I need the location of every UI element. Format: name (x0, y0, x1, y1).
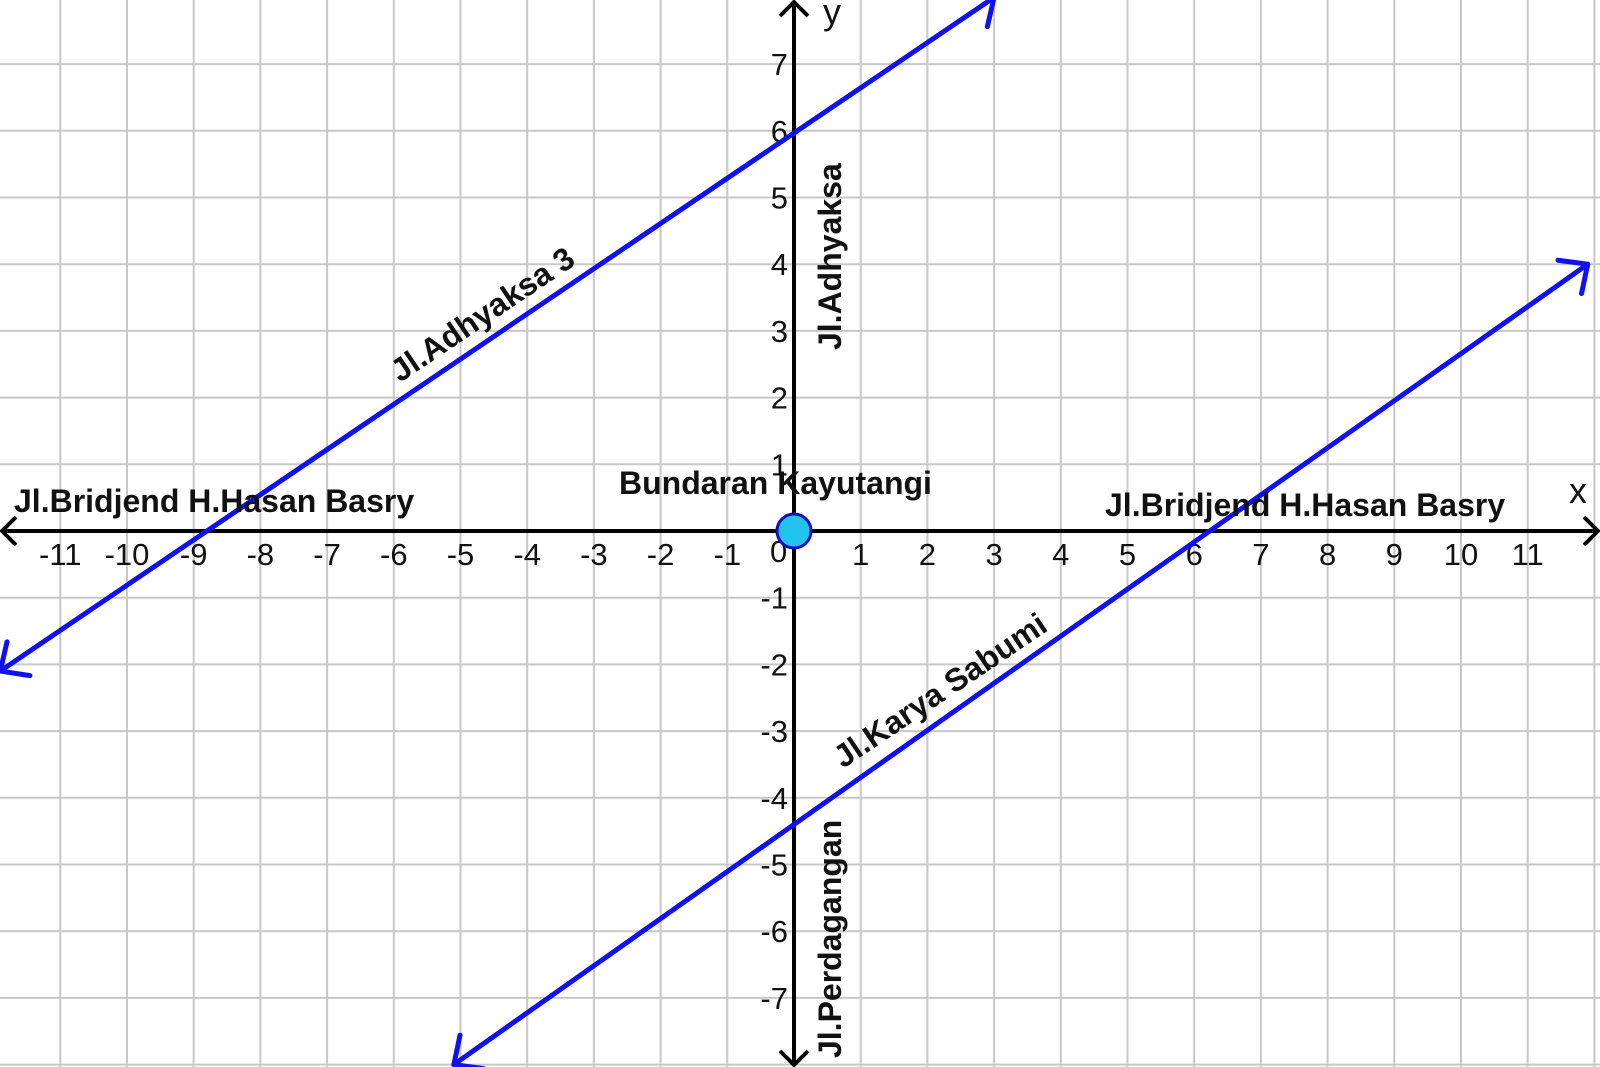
y-tick-label: -3 (760, 714, 788, 749)
road-karya-sabumi (451, 261, 1591, 1067)
bundaran-kayutangi-marker (775, 512, 813, 550)
x-tick-label: 11 (1512, 537, 1544, 572)
x-tick-label: 7 (1252, 537, 1269, 572)
road-karya-sabumi-arrow-start (451, 1032, 486, 1067)
x-tick-label: -7 (313, 537, 341, 572)
street-label-bridjend-left: Jl.Bridjend H.Hasan Basry (14, 483, 414, 519)
y-tick-label: -5 (760, 848, 788, 883)
x-tick-label: -4 (513, 537, 541, 572)
x-axis-arrow-left (0, 515, 18, 547)
y-axis-arrow-down (778, 1049, 810, 1067)
road-adhyaksa-3-arrow-start (0, 639, 33, 679)
x-tick-label: 10 (1444, 537, 1478, 572)
street-label-adhyaksa: Jl.Adhyaksa (812, 163, 848, 350)
y-tick-label: -4 (760, 781, 788, 816)
y-tick-label: 3 (771, 314, 788, 349)
y-tick-label: -2 (760, 647, 788, 682)
y-axis-label: y (823, 0, 841, 32)
y-axis-arrow-up (778, 0, 810, 18)
street-label-perdagangan: Jl.Perdagangan (812, 820, 848, 1058)
x-tick-label: -5 (447, 537, 475, 572)
y-tick-label: 2 (771, 381, 788, 416)
x-tick-label: -10 (105, 537, 150, 572)
x-tick-label: 5 (1119, 537, 1136, 572)
x-tick-label: 3 (985, 537, 1002, 572)
y-tick-label: 1 (771, 447, 788, 482)
y-tick-label: 4 (771, 247, 788, 282)
y-tick-label: -7 (760, 981, 788, 1016)
x-tick-label: -3 (580, 537, 608, 572)
y-tick-label: -1 (760, 581, 788, 616)
street-label-bridjend-right: Jl.Bridjend H.Hasan Basry (1105, 487, 1505, 523)
road-adhyaksa-3 (0, 0, 995, 674)
place-label-bundaran-kayutangi: Bundaran Kayutangi (619, 465, 932, 501)
tick-labels: -11 -10 -9 -8 -7 -6 -5 -4 -3 -2 -1 1 2 3 4 5 6 7 8 9 10 11-7-… (39, 47, 1544, 1016)
x-tick-label: -8 (247, 537, 275, 572)
x-tick-label: 1 (852, 537, 869, 572)
x-tick-label: -6 (380, 537, 408, 572)
x-axis-label: x (1569, 470, 1587, 511)
x-tick-label: 9 (1386, 537, 1403, 572)
x-tick-label: -1 (714, 537, 742, 572)
y-tick-label: 7 (771, 47, 788, 82)
y-tick-label: 5 (771, 181, 788, 216)
street-label-adhyaksa-3: Jl.Adhyaksa 3 (384, 240, 581, 389)
road-karya-sabumi-arrow-end (1555, 257, 1591, 297)
x-tick-label: -11 (39, 537, 82, 572)
x-axis-arrow-right (1582, 515, 1600, 547)
x-tick-label: 2 (919, 537, 936, 572)
x-tick-label: 8 (1319, 537, 1336, 572)
y-tick-label: -6 (760, 914, 788, 949)
road-adhyaksa-3-arrow-end (984, 0, 997, 30)
x-tick-label: -2 (647, 537, 675, 572)
x-tick-label: 4 (1052, 537, 1069, 572)
